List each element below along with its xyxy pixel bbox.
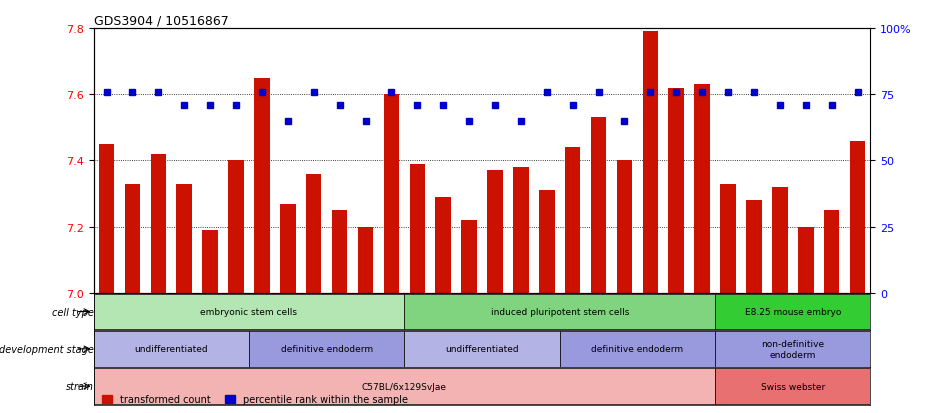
FancyBboxPatch shape bbox=[94, 331, 249, 367]
Text: strain: strain bbox=[66, 381, 94, 391]
Bar bbox=[410, 164, 425, 293]
Text: non-definitive
endoderm: non-definitive endoderm bbox=[761, 339, 825, 358]
Bar bbox=[255, 78, 270, 293]
Bar bbox=[332, 211, 347, 293]
FancyBboxPatch shape bbox=[404, 294, 715, 330]
FancyBboxPatch shape bbox=[715, 294, 870, 330]
FancyBboxPatch shape bbox=[94, 294, 404, 330]
Bar bbox=[384, 95, 399, 293]
Bar bbox=[177, 184, 192, 293]
Bar bbox=[202, 230, 218, 293]
Bar bbox=[280, 204, 296, 293]
Bar bbox=[228, 161, 243, 293]
Legend: transformed count, percentile rank within the sample: transformed count, percentile rank withi… bbox=[98, 390, 412, 408]
Text: undifferentiated: undifferentiated bbox=[446, 344, 519, 354]
Bar bbox=[798, 227, 813, 293]
Bar bbox=[824, 211, 840, 293]
FancyBboxPatch shape bbox=[249, 331, 404, 367]
Text: definitive endoderm: definitive endoderm bbox=[281, 344, 373, 354]
Text: development stage: development stage bbox=[0, 344, 94, 354]
Text: E8.25 mouse embryo: E8.25 mouse embryo bbox=[745, 307, 841, 316]
Bar bbox=[695, 85, 709, 293]
Bar bbox=[772, 188, 787, 293]
FancyBboxPatch shape bbox=[94, 368, 715, 404]
Bar bbox=[513, 168, 529, 293]
Text: Swiss webster: Swiss webster bbox=[761, 382, 825, 391]
Bar bbox=[643, 32, 658, 293]
Text: embryonic stem cells: embryonic stem cells bbox=[200, 307, 298, 316]
Bar bbox=[461, 221, 476, 293]
Bar bbox=[539, 191, 554, 293]
Text: definitive endoderm: definitive endoderm bbox=[592, 344, 683, 354]
Bar bbox=[617, 161, 632, 293]
Bar bbox=[488, 171, 503, 293]
Text: undifferentiated: undifferentiated bbox=[135, 344, 208, 354]
Bar bbox=[591, 118, 607, 293]
Text: GDS3904 / 10516867: GDS3904 / 10516867 bbox=[94, 15, 228, 28]
Text: induced pluripotent stem cells: induced pluripotent stem cells bbox=[490, 307, 629, 316]
Bar bbox=[435, 197, 451, 293]
Bar bbox=[721, 184, 736, 293]
Bar bbox=[746, 201, 762, 293]
Bar bbox=[668, 88, 684, 293]
Bar bbox=[151, 154, 166, 293]
FancyBboxPatch shape bbox=[715, 368, 870, 404]
Bar bbox=[124, 184, 140, 293]
Bar bbox=[99, 145, 114, 293]
FancyBboxPatch shape bbox=[715, 331, 870, 367]
FancyBboxPatch shape bbox=[560, 331, 715, 367]
Text: cell type: cell type bbox=[51, 307, 94, 317]
Bar bbox=[306, 174, 321, 293]
FancyBboxPatch shape bbox=[404, 331, 560, 367]
Bar bbox=[850, 141, 865, 293]
Bar bbox=[565, 148, 580, 293]
Bar bbox=[358, 227, 373, 293]
Text: C57BL/6x129SvJae: C57BL/6x129SvJae bbox=[362, 382, 446, 391]
